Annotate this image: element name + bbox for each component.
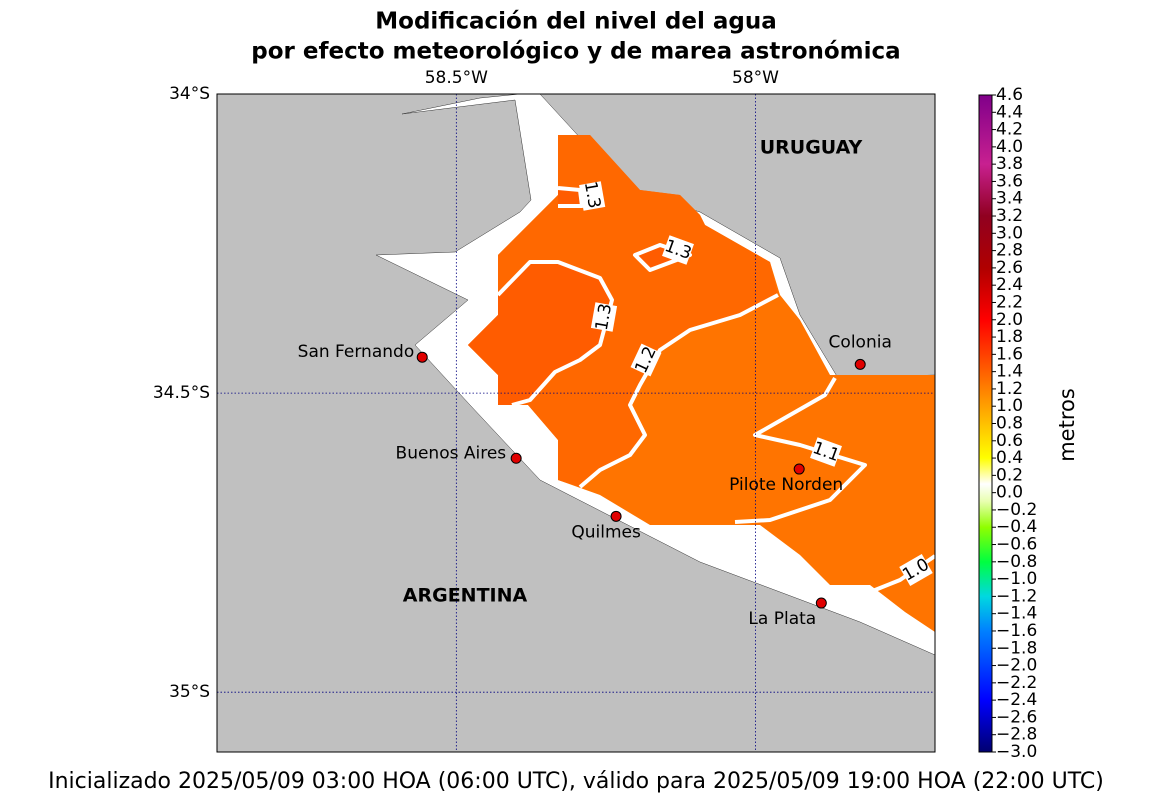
city-label: Quilmes (571, 522, 641, 542)
contour-label-box (899, 553, 933, 587)
city-label: Buenos Aires (396, 443, 507, 463)
contour-label-box (662, 235, 694, 265)
colorbar-tick-label: −0.8 (996, 552, 1037, 572)
colorbar-label: metros (1055, 388, 1079, 462)
city-label: La Plata (748, 609, 816, 629)
contour-line (578, 293, 779, 489)
contour-label-box (810, 437, 842, 467)
contour-label-box (630, 343, 662, 377)
colorbar-tick-label: −2.0 (996, 656, 1037, 676)
contour-label-box (590, 302, 618, 332)
contour-label-box (579, 181, 606, 211)
city-label: Pilote Norden (729, 475, 843, 495)
colorbar-tick-label: 2.8 (996, 241, 1023, 261)
colorbar-tick-label: −3.0 (996, 742, 1037, 762)
colorbar-tick-label: 4.2 (996, 120, 1023, 140)
title-line: por efecto meteorológico y de marea astr… (251, 39, 900, 65)
city-marker (510, 452, 522, 464)
colorbar-tick-label: −1.8 (996, 638, 1037, 658)
colorbar-tick-label: 4.4 (996, 102, 1023, 122)
x-tick-label: 58°W (732, 68, 779, 88)
grid (217, 94, 935, 752)
colorbar-tick-label: −0.4 (996, 517, 1037, 537)
city-marker (610, 510, 622, 522)
colorbar-tick-label: 0.4 (996, 448, 1023, 468)
country-label: ARGENTINA (403, 585, 528, 607)
colorbar-tick-label: 0.2 (996, 465, 1023, 485)
field-level-2 (468, 135, 778, 487)
colorbar-tick-label: 1.2 (996, 379, 1023, 399)
colorbar-tick-label: 0.8 (996, 414, 1023, 434)
field-level-3 (558, 188, 582, 206)
colorbar-tick-label: 3.4 (996, 189, 1023, 209)
city-marker (416, 351, 428, 363)
title-line: Modificación del nivel del agua (375, 9, 776, 35)
colorbar-tick-label: 2.6 (996, 258, 1023, 278)
colorbar-tick-label: 4.6 (996, 85, 1023, 105)
contour-label: 1.3 (580, 180, 604, 210)
colorbar-tick-label: −2.2 (996, 673, 1037, 693)
colorbar-tick-label: 1.4 (996, 362, 1023, 382)
colorbar-tick-label: 3.8 (996, 154, 1023, 174)
y-tick-label: 34°S (169, 84, 210, 104)
map-frame (216, 93, 936, 753)
contour-line (734, 376, 867, 524)
colorbar-tick-label: 3.2 (996, 206, 1023, 226)
colorbar-tick-label: 3.6 (996, 171, 1023, 191)
y-tick-label: 34.5°S (153, 383, 210, 403)
field-level-3 (468, 262, 612, 405)
city-marker (815, 597, 827, 609)
colorbar-tick-label: −2.8 (996, 725, 1037, 745)
colorbar-tick-label: 0.0 (996, 483, 1023, 503)
contour-label: 1.3 (592, 302, 616, 332)
colorbar-tick-label: −1.2 (996, 586, 1037, 606)
colorbar-tick-label: −0.6 (996, 535, 1037, 555)
colorbar-tick-label: 4.0 (996, 137, 1023, 157)
colorbar-tick-label: 1.0 (996, 396, 1023, 416)
country-label: URUGUAY (760, 137, 863, 159)
footer: Inicializado 2025/05/09 03:00 HOA (06:00… (48, 769, 1104, 794)
colorbar-tick-label: 2.0 (996, 310, 1023, 330)
city-label: San Fernando (298, 342, 415, 362)
colorbar-tick-label: −1.6 (996, 621, 1037, 641)
map: 1.3 1.3 1.3 1.2 1.1 1.0 (217, 94, 935, 752)
contour-line (557, 186, 584, 208)
colorbar-tick-label: −2.6 (996, 707, 1037, 727)
colorbar (978, 94, 993, 753)
colorbar-tick-label: 3.0 (996, 223, 1023, 243)
colorbar-tick-label: −2.4 (996, 690, 1037, 710)
colorbar-tick-label: 1.6 (996, 344, 1023, 364)
colorbar-tick-label: −1.0 (996, 569, 1037, 589)
city-label: Colonia (829, 332, 892, 352)
colorbar-tick-label: 0.6 (996, 431, 1023, 451)
colorbar-tick-label: −0.2 (996, 500, 1037, 520)
y-tick-label: 35°S (169, 682, 210, 702)
colorbar-tick-label: 2.4 (996, 275, 1023, 295)
colorbar-tick-label: 2.2 (996, 292, 1023, 312)
city-marker (793, 463, 805, 475)
city-marker (854, 358, 866, 370)
colorbar-tick-label: −1.4 (996, 604, 1037, 624)
colorbar-tick-label: 1.8 (996, 327, 1023, 347)
x-tick-label: 58.5°W (425, 68, 488, 88)
